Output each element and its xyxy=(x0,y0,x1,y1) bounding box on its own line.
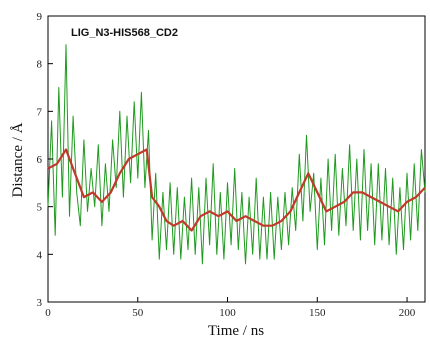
x-axis-ticks: 0 50 100 150 200 xyxy=(45,297,416,319)
running-average-line xyxy=(47,148,426,232)
y-tick-label: 8 xyxy=(37,59,43,71)
x-axis-label: Time / ns xyxy=(208,323,264,339)
x-tick-label: 0 xyxy=(45,307,51,319)
y-tick-label: 4 xyxy=(37,249,43,261)
x-tick-label: 150 xyxy=(309,307,326,319)
y-tick-label: 9 xyxy=(37,11,43,23)
y-axis-ticks: 3 4 5 6 7 8 9 xyxy=(37,11,53,309)
x-tick-label: 200 xyxy=(399,307,416,319)
y-tick-label: 3 xyxy=(37,297,43,309)
y-tick-label: 6 xyxy=(37,154,43,166)
raw-distance-line xyxy=(47,44,426,265)
smooth-series xyxy=(47,148,426,232)
y-tick-label: 5 xyxy=(37,202,43,214)
x-tick-label: 50 xyxy=(132,307,144,319)
raw-series xyxy=(47,44,426,265)
y-tick-label: 7 xyxy=(37,106,43,118)
x-tick-label: 100 xyxy=(219,307,236,319)
plot-frame xyxy=(47,15,426,303)
chart-title: LIG_N3-HIS568_CD2 xyxy=(71,27,178,39)
y-axis-label: Distance / Å xyxy=(10,122,26,197)
